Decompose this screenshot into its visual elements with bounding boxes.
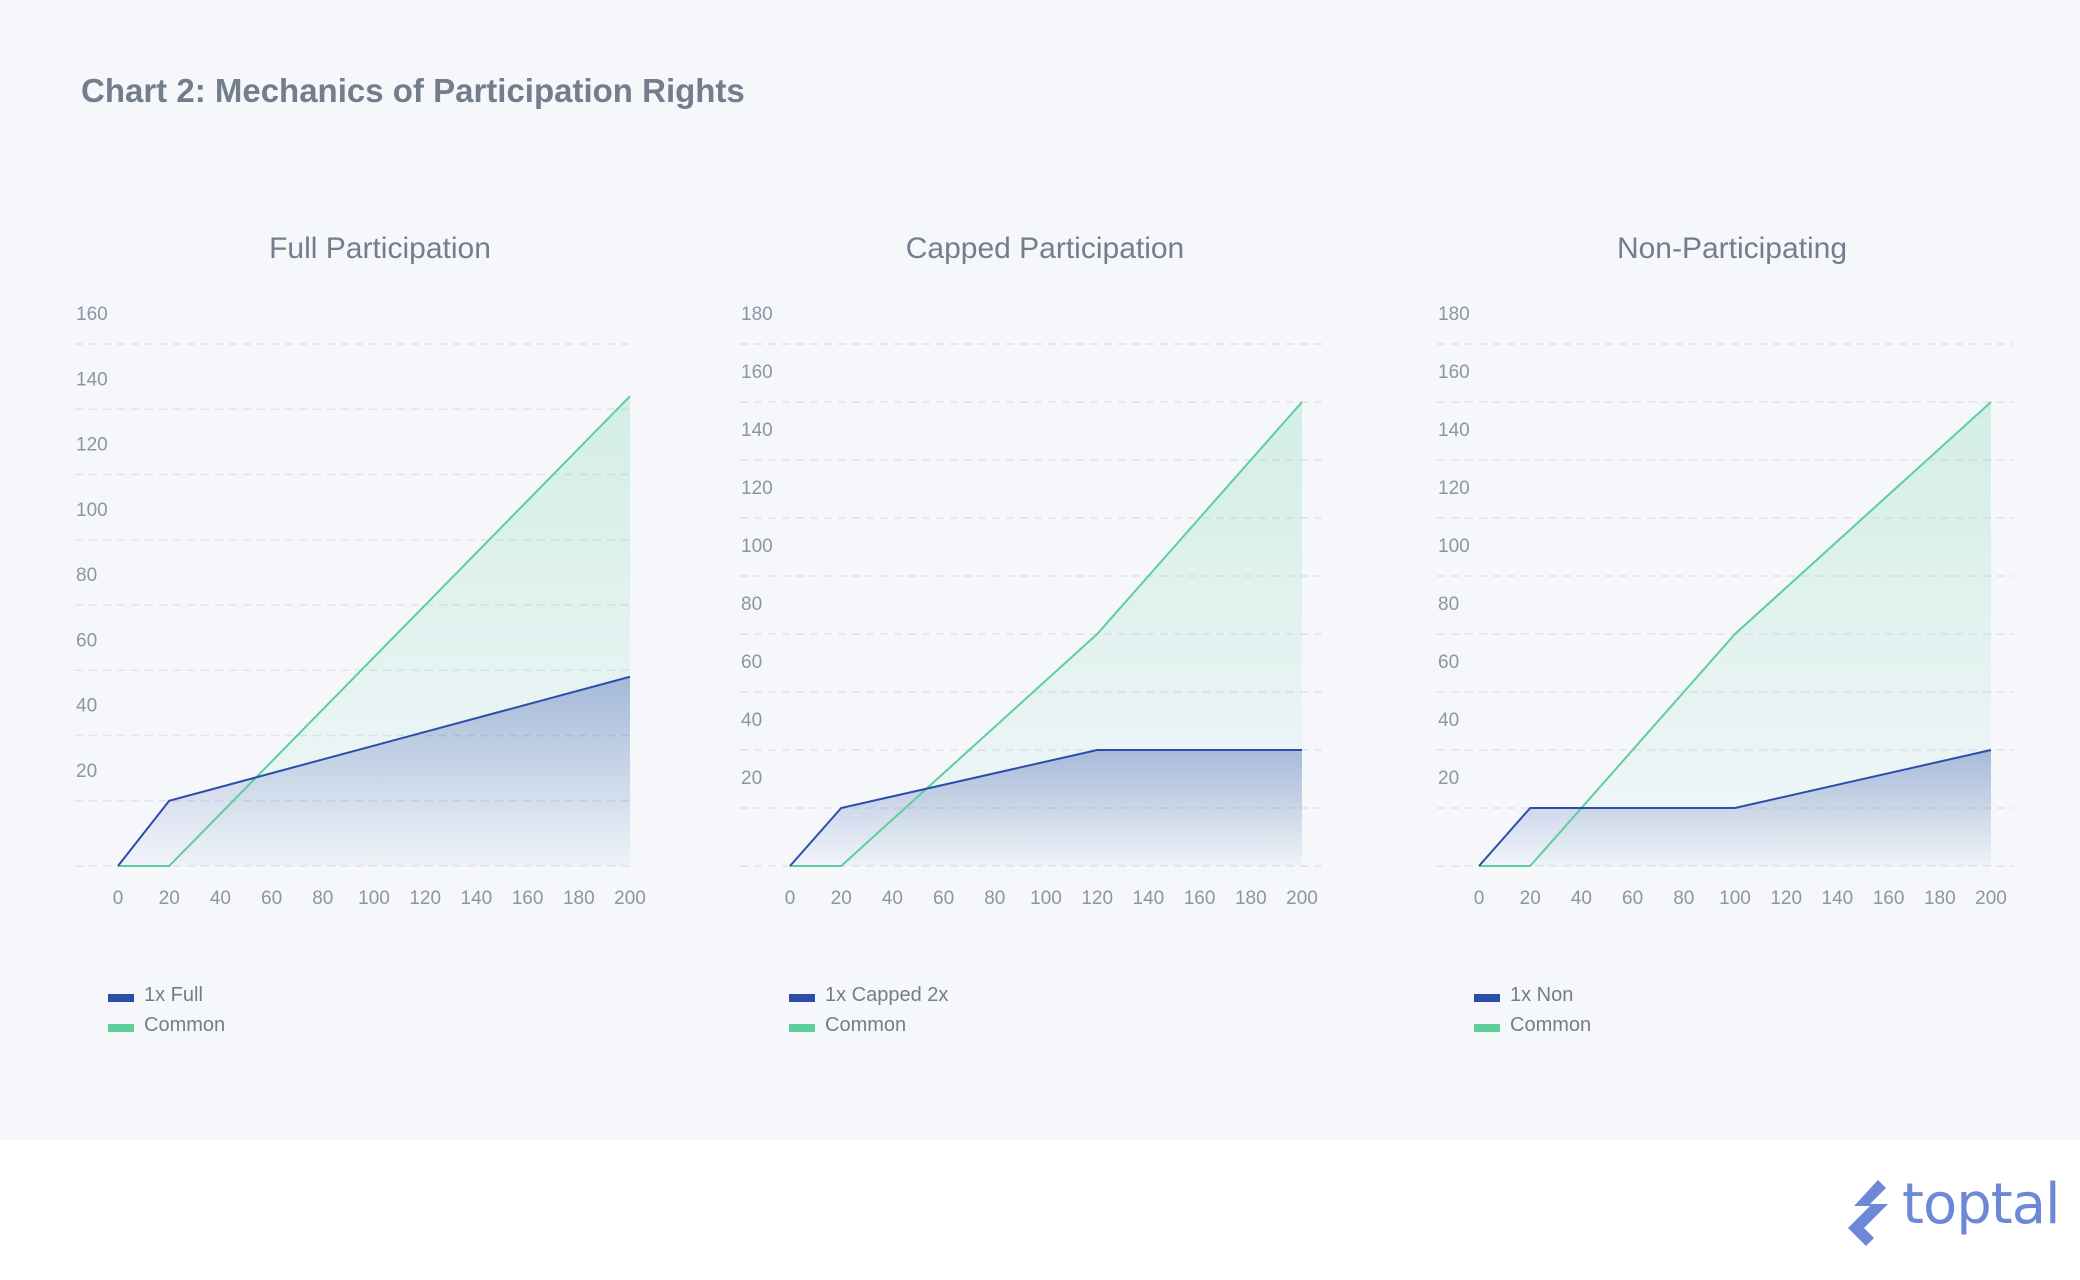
y-tick-label: 60 <box>741 652 762 673</box>
series-area <box>790 750 1302 866</box>
chart-plot: 20 40 60 80 100 120 140 160 180 0 20 40 60 80 100 120 14… <box>740 304 1325 909</box>
x-tick-label: 140 <box>1822 888 1854 909</box>
x-tick-label: 140 <box>461 888 493 909</box>
x-tick-label: 40 <box>210 888 231 909</box>
legend-swatch-common <box>108 1024 134 1032</box>
x-tick-label: 200 <box>614 888 646 909</box>
series-line <box>1478 749 1992 867</box>
y-tick-label: 160 <box>741 362 773 383</box>
page-title: Chart 2: Mechanics of Participation Righ… <box>81 72 745 109</box>
x-tick-label: 120 <box>1081 888 1113 909</box>
x-tick-label: 120 <box>1770 888 1802 909</box>
x-tick-label: 40 <box>1571 888 1592 909</box>
x-tick-label: 60 <box>261 888 282 909</box>
x-tick-label: 160 <box>512 888 544 909</box>
brand-wordmark: toptal <box>1902 1172 2061 1237</box>
series-line <box>789 749 1302 867</box>
x-tick-label: 200 <box>1286 888 1318 909</box>
x-tick-label: 0 <box>785 888 796 909</box>
legend-swatch-preferred <box>108 994 134 1002</box>
y-tick-label: 140 <box>741 420 773 441</box>
chart-title: Capped Participation <box>905 232 1185 265</box>
x-tick-label: 160 <box>1184 888 1216 909</box>
x-tick-label: 60 <box>1622 888 1643 909</box>
series-line <box>117 675 631 867</box>
y-tick-label: 40 <box>741 710 762 731</box>
y-tick-label: 60 <box>1438 652 1459 673</box>
legend-label: Common <box>825 1014 907 1036</box>
y-tick-label: 40 <box>76 696 97 717</box>
legend-swatch-common <box>789 1024 815 1032</box>
y-tick-label: 140 <box>76 369 108 390</box>
chart-plot: 20 40 60 80 100 120 140 160 0 20 40 60 80 100 120 140 16… <box>75 304 646 909</box>
x-tick-label: 60 <box>933 888 954 909</box>
x-tick-label: 160 <box>1873 888 1905 909</box>
x-tick-label: 100 <box>1719 888 1751 909</box>
y-tick-label: 120 <box>741 478 773 499</box>
y-tick-label: 120 <box>1438 478 1470 499</box>
y-tick-label: 160 <box>76 304 108 325</box>
x-tick-label: 140 <box>1133 888 1165 909</box>
chart-title: Full Participation <box>269 232 491 265</box>
y-tick-label: 180 <box>1438 304 1470 325</box>
x-tick-label: 0 <box>113 888 124 909</box>
legend-label: Common <box>1510 1014 1592 1036</box>
toptal-logo-icon <box>1848 1180 1888 1246</box>
y-tick-label: 20 <box>741 768 762 789</box>
y-tick-label: 80 <box>76 565 97 586</box>
legend-swatch-common <box>1474 1024 1500 1032</box>
x-tick-label: 180 <box>563 888 595 909</box>
y-tick-label: 20 <box>1438 768 1459 789</box>
y-tick-label: 100 <box>741 536 773 557</box>
x-tick-label: 100 <box>1030 888 1062 909</box>
y-tick-label: 60 <box>76 630 97 651</box>
y-tick-label: 100 <box>1438 536 1470 557</box>
x-tick-label: 40 <box>882 888 903 909</box>
y-tick-label: 80 <box>741 594 762 615</box>
chart-plot: 20 40 60 80 100 120 140 160 180 0 20 40 60 80 100 120 14… <box>1437 304 2014 909</box>
chart-full-participation: Full Participation 20 40 60 80 100 120 140 160 0… <box>40 0 720 1140</box>
y-tick-label: 120 <box>76 435 108 456</box>
y-tick-label: 40 <box>1438 710 1459 731</box>
x-tick-label: 180 <box>1235 888 1267 909</box>
x-tick-label: 200 <box>1975 888 2007 909</box>
x-tick-label: 20 <box>831 888 852 909</box>
chart-non-participating: Non-Participating 20 40 60 80 100 120 140 160 18… <box>1392 0 2072 1140</box>
x-tick-label: 20 <box>159 888 180 909</box>
legend-swatch-preferred <box>789 994 815 1002</box>
x-tick-label: 0 <box>1474 888 1485 909</box>
y-tick-label: 80 <box>1438 594 1459 615</box>
x-tick-label: 100 <box>358 888 390 909</box>
x-tick-label: 20 <box>1520 888 1541 909</box>
y-tick-label: 160 <box>1438 362 1470 383</box>
chart-title: Non-Participating <box>1616 232 1848 265</box>
y-tick-label: 180 <box>741 304 773 325</box>
y-tick-label: 20 <box>76 761 97 782</box>
legend-swatch-preferred <box>1474 994 1500 1002</box>
y-tick-label: 100 <box>76 500 108 521</box>
chart-panel <box>0 0 2080 1140</box>
legend-label: 1x Capped 2x <box>825 984 949 1006</box>
legend-label: Common <box>144 1014 226 1036</box>
series-line <box>1479 401 1992 867</box>
legend-label: 1x Non <box>1510 984 1574 1006</box>
x-tick-label: 120 <box>409 888 441 909</box>
x-tick-label: 80 <box>312 888 333 909</box>
legend-label: 1x Full <box>144 984 203 1006</box>
y-tick-label: 140 <box>1438 420 1470 441</box>
series-line <box>790 401 1303 867</box>
x-tick-label: 180 <box>1924 888 1956 909</box>
series-area <box>118 676 630 866</box>
x-tick-label: 80 <box>1673 888 1694 909</box>
chart-capped-participation: Capped Participation 20 40 60 80 100 120 140 16… <box>705 0 1385 1140</box>
x-tick-label: 80 <box>984 888 1005 909</box>
series-line <box>118 395 631 867</box>
